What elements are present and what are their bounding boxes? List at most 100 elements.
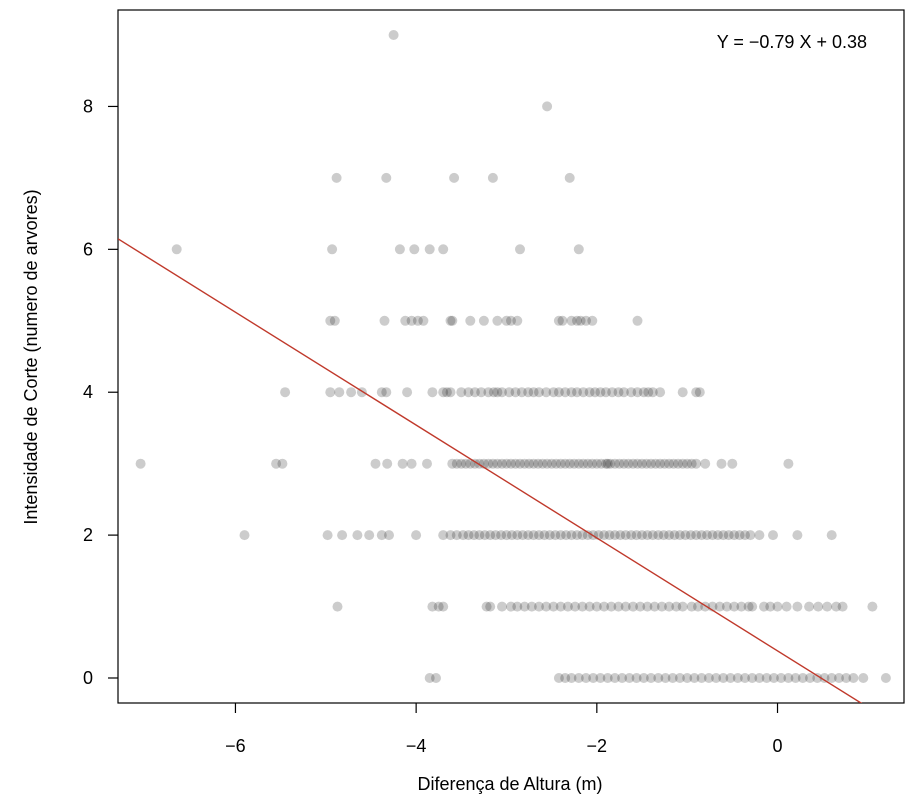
- data-point: [578, 458, 589, 469]
- data-point: [718, 530, 729, 541]
- data-point: [445, 530, 456, 541]
- data-point: [669, 530, 680, 541]
- data-point: [582, 458, 593, 469]
- x-tick-label: 0: [773, 736, 783, 756]
- data-point: [658, 530, 669, 541]
- data-point: [497, 387, 507, 398]
- data-point: [734, 530, 745, 541]
- data-point: [504, 387, 515, 398]
- data-point: [364, 530, 375, 541]
- data-point: [512, 530, 523, 541]
- data-point: [519, 601, 530, 612]
- data-point: [325, 315, 336, 326]
- data-point: [812, 673, 823, 683]
- data-point: [280, 387, 291, 398]
- data-point: [783, 673, 794, 683]
- data-point: [638, 673, 649, 683]
- data-point: [776, 673, 787, 683]
- data-point: [447, 315, 458, 326]
- data-point: [620, 601, 631, 612]
- data-point: [729, 601, 740, 612]
- data-point: [506, 530, 517, 541]
- data-point: [332, 601, 343, 612]
- data-point: [606, 601, 617, 612]
- data-point: [528, 458, 539, 469]
- data-point: [510, 458, 521, 469]
- data-point: [573, 673, 584, 683]
- data-point: [682, 673, 693, 683]
- data-point: [650, 458, 661, 469]
- data-point: [667, 673, 678, 683]
- y-tick-label: 2: [83, 525, 93, 545]
- data-point: [135, 458, 146, 469]
- data-point: [674, 673, 685, 683]
- data-point: [581, 673, 591, 683]
- data-point: [632, 387, 643, 398]
- data-point: [438, 387, 449, 398]
- data-point: [668, 458, 679, 469]
- data-point: [826, 530, 837, 541]
- data-point: [427, 601, 438, 612]
- data-point: [677, 601, 688, 612]
- data-point: [497, 601, 507, 612]
- x-axis-title: Diferença de Altura (m): [417, 774, 602, 794]
- data-point: [528, 530, 539, 541]
- data-point: [456, 387, 467, 398]
- data-point: [792, 530, 803, 541]
- data-point: [841, 673, 852, 683]
- data-point: [478, 315, 489, 326]
- data-point: [600, 458, 611, 469]
- data-point: [497, 458, 507, 469]
- data-point: [691, 458, 702, 469]
- data-point: [573, 458, 584, 469]
- data-point: [693, 601, 703, 612]
- data-point: [528, 387, 539, 398]
- data-point: [643, 387, 654, 398]
- data-point: [510, 387, 521, 398]
- data-point: [516, 387, 527, 398]
- data-point: [501, 530, 512, 541]
- data-point: [424, 244, 435, 255]
- data-point: [653, 673, 664, 683]
- data-point: [584, 387, 595, 398]
- data-point: [626, 530, 637, 541]
- data-point: [325, 387, 336, 398]
- data-point: [747, 673, 758, 683]
- data-point: [490, 530, 501, 541]
- data-point: [517, 530, 528, 541]
- y-tick-label: 4: [83, 382, 93, 402]
- data-point: [581, 315, 591, 326]
- data-point: [381, 387, 392, 398]
- data-point: [858, 673, 869, 683]
- data-point: [765, 601, 776, 612]
- data-point: [487, 172, 498, 183]
- data-point: [638, 387, 649, 398]
- data-point: [632, 315, 643, 326]
- data-point: [465, 315, 476, 326]
- data-point: [441, 387, 452, 398]
- data-point: [682, 458, 693, 469]
- data-point: [512, 601, 523, 612]
- data-point: [496, 530, 507, 541]
- data-point: [631, 530, 642, 541]
- data-point: [591, 601, 602, 612]
- data-point: [614, 458, 625, 469]
- data-point: [609, 458, 620, 469]
- data-point: [623, 458, 634, 469]
- data-point: [322, 530, 333, 541]
- data-point: [376, 387, 387, 398]
- data-point: [781, 601, 792, 612]
- data-point: [515, 458, 525, 469]
- data-point: [604, 530, 615, 541]
- data-point: [674, 530, 685, 541]
- data-point: [617, 673, 628, 683]
- y-axis: 0 2 4 6 8: [83, 96, 118, 688]
- data-point: [451, 458, 462, 469]
- data-point: [381, 172, 392, 183]
- data-point: [492, 458, 503, 469]
- data-point: [647, 387, 658, 398]
- data-point: [677, 458, 688, 469]
- data-point: [626, 387, 637, 398]
- data-point: [642, 530, 653, 541]
- data-point: [406, 458, 417, 469]
